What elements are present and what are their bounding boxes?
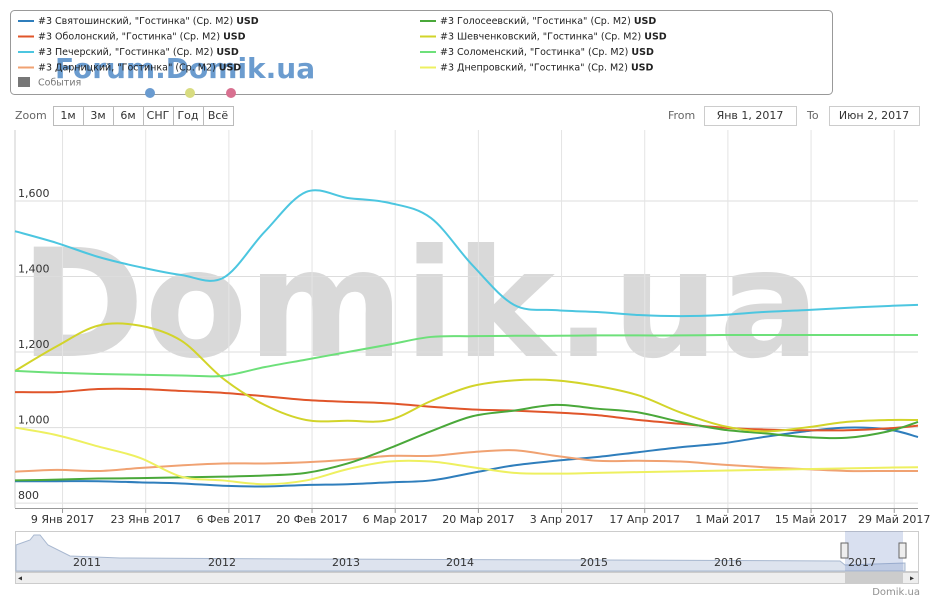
x-tick-label: 6 Мар 2017 <box>363 513 428 526</box>
forum-watermark: Forum.Domik.ua <box>55 52 315 85</box>
legend-unit[interactable]: USD <box>219 62 242 73</box>
credit: Domik.ua <box>872 587 920 598</box>
y-tick-label: 1,200 <box>18 338 50 351</box>
zoom-button-label[interactable]: СНГ <box>147 109 170 122</box>
legend-unit[interactable]: USD <box>216 47 239 58</box>
legend-label[interactable]: #3 Соломенский, "Гостинка" (Ср. М2) USD <box>440 47 654 58</box>
y-tick-label: 1,600 <box>18 187 50 200</box>
zoom-button-label[interactable]: 6м <box>120 109 135 122</box>
x-tick-label: 20 Мар 2017 <box>442 513 514 526</box>
to-value[interactable]: Июн 2, 2017 <box>839 109 909 122</box>
events-marker[interactable] <box>18 77 30 87</box>
legend-unit[interactable]: USD <box>236 16 259 27</box>
legend-name[interactable]: #3 Днепровский, "Гостинка" (Ср. М2) <box>440 62 628 73</box>
x-tick-label: 1 Май 2017 <box>695 513 760 526</box>
x-tick-label: 29 Май 2017 <box>858 513 930 526</box>
legend-unit[interactable]: USD <box>223 31 246 42</box>
zoom-button-label[interactable]: 3м <box>90 109 105 122</box>
y-tick-label: 800 <box>18 489 39 502</box>
series-line <box>14 426 919 486</box>
navigator-year: 2016 <box>714 556 742 569</box>
series-line <box>14 322 919 433</box>
decor-dot <box>185 88 195 98</box>
x-tick-label: 3 Апр 2017 <box>530 513 594 526</box>
from-value[interactable]: Янв 1, 2017 <box>717 109 784 122</box>
x-tick-label: 20 Фев 2017 <box>276 513 348 526</box>
navigator-year: 2014 <box>446 556 474 569</box>
scroll-left[interactable]: ◂ <box>18 574 22 583</box>
series-line <box>14 387 919 432</box>
legend-label[interactable]: #3 Дарницкий, "Гостинка" (Ср. М2) USD <box>38 62 241 73</box>
legend-unit[interactable]: USD <box>631 62 654 73</box>
y-tick-label: 1,400 <box>18 263 50 276</box>
zoom-button-label[interactable]: Год <box>177 109 198 122</box>
y-tick-label: 1,000 <box>18 414 50 427</box>
x-tick-label: 6 Фев 2017 <box>197 513 262 526</box>
legend-label[interactable]: #3 Оболонский, "Гостинка" (Ср. М2) USD <box>38 31 246 42</box>
scrollbar-thumb[interactable] <box>845 573 903 583</box>
navigator-range[interactable] <box>845 531 903 571</box>
series-line <box>14 403 919 482</box>
legend-name[interactable]: #3 Шевченковский, "Гостинка" (Ср. М2) <box>440 31 641 42</box>
zoom-button-label[interactable]: Всё <box>208 109 229 122</box>
x-tick-label: 15 Май 2017 <box>775 513 847 526</box>
legend-label[interactable]: #3 Голосеевский, "Гостинка" (Ср. М2) USD <box>440 16 656 27</box>
plot: 800 1,000 1,200 1,400 1,600 9 Янв 2017 23 Янв … <box>14 130 930 526</box>
navigator-year: 2015 <box>580 556 608 569</box>
legend-unit[interactable]: USD <box>631 47 654 58</box>
legend-name[interactable]: #3 Оболонский, "Гостинка" (Ср. М2) <box>38 31 220 42</box>
series-line <box>14 189 919 318</box>
series-line <box>14 449 919 473</box>
series-line <box>14 334 918 378</box>
legend-name[interactable]: #3 Святошинский, "Гостинка" (Ср. М2) <box>38 16 233 27</box>
x-tick-label: 17 Апр 2017 <box>609 513 680 526</box>
legend-name[interactable]: #3 Дарницкий, "Гостинка" (Ср. М2) <box>38 62 216 73</box>
watermark: Domik.ua <box>20 218 820 392</box>
decor-dot <box>226 88 236 98</box>
x-tick-label: 9 Янв 2017 <box>31 513 94 526</box>
navigator-year: 2013 <box>332 556 360 569</box>
navigator-years: 2011 2012 2013 2014 2015 2016 2017 <box>73 556 876 569</box>
legend: #3 Святошинский, "Гостинка" (Ср. М2) USD… <box>18 16 667 73</box>
navigator-handle[interactable] <box>840 542 849 559</box>
from-input[interactable] <box>704 106 797 126</box>
legend-label[interactable]: #3 Днепровский, "Гостинка" (Ср. М2) USD <box>440 62 654 73</box>
scroll-right[interactable]: ▸ <box>910 574 914 583</box>
legend-label[interactable]: #3 Печерский, "Гостинка" (Ср. М2) USD <box>38 47 239 58</box>
legend-unit[interactable]: USD <box>644 31 667 42</box>
to-input[interactable] <box>829 106 920 126</box>
zoom-buttons: 1м 3м 6м СНГ Год Всё <box>53 106 234 126</box>
navigator-year: 2017 <box>848 556 876 569</box>
zoom-label: Zoom <box>15 109 47 122</box>
legend-label[interactable]: #3 Святошинский, "Гостинка" (Ср. М2) USD <box>38 16 259 27</box>
navigator-handle[interactable] <box>898 542 907 559</box>
x-tick-label: 23 Янв 2017 <box>111 513 181 526</box>
zoom-button[interactable] <box>203 106 234 126</box>
decor-dot <box>145 88 155 98</box>
to-label: To <box>806 109 819 122</box>
zoom-button-label[interactable]: 1м <box>60 109 75 122</box>
navigator-year: 2012 <box>208 556 236 569</box>
navigator-series <box>15 534 906 572</box>
navigator-year: 2011 <box>73 556 101 569</box>
from-label: From <box>668 109 695 122</box>
events-label[interactable]: События <box>38 78 81 89</box>
legend-label[interactable]: #3 Шевченковский, "Гостинка" (Ср. М2) US… <box>440 31 667 42</box>
legend-name[interactable]: #3 Печерский, "Гостинка" (Ср. М2) <box>38 47 213 58</box>
legend-name[interactable]: #3 Соломенский, "Гостинка" (Ср. М2) <box>440 47 628 58</box>
scrollbar[interactable] <box>15 572 919 584</box>
legend-name[interactable]: #3 Голосеевский, "Гостинка" (Ср. М2) <box>440 16 631 27</box>
legend-unit[interactable]: USD <box>634 16 657 27</box>
